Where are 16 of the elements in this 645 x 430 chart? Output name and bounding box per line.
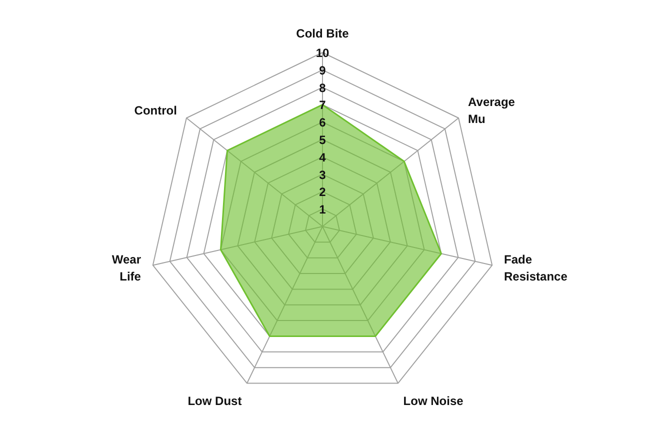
spoke-label: Low Noise [403, 394, 464, 408]
spoke-label: Cold Bite [296, 26, 350, 40]
y-tick-label: 6 [319, 116, 326, 130]
spoke-label: Control [134, 103, 177, 118]
y-tick-label: 2 [319, 185, 326, 200]
spoke-label: Fade Resistance [504, 252, 568, 284]
y-tick-label: 8 [319, 80, 326, 95]
y-tick-label: 3 [319, 168, 326, 182]
spoke-label: Wear Life [112, 252, 142, 284]
y-tick-label: 1 [319, 202, 326, 217]
y-tick-label: 10 [316, 46, 330, 60]
y-tick-label: 9 [319, 63, 326, 78]
y-tick-label: 4 [319, 150, 326, 164]
spoke-label: Low Dust [188, 394, 242, 408]
y-tick-label: 5 [319, 133, 326, 147]
spoke-label: Average Mu [468, 95, 516, 126]
